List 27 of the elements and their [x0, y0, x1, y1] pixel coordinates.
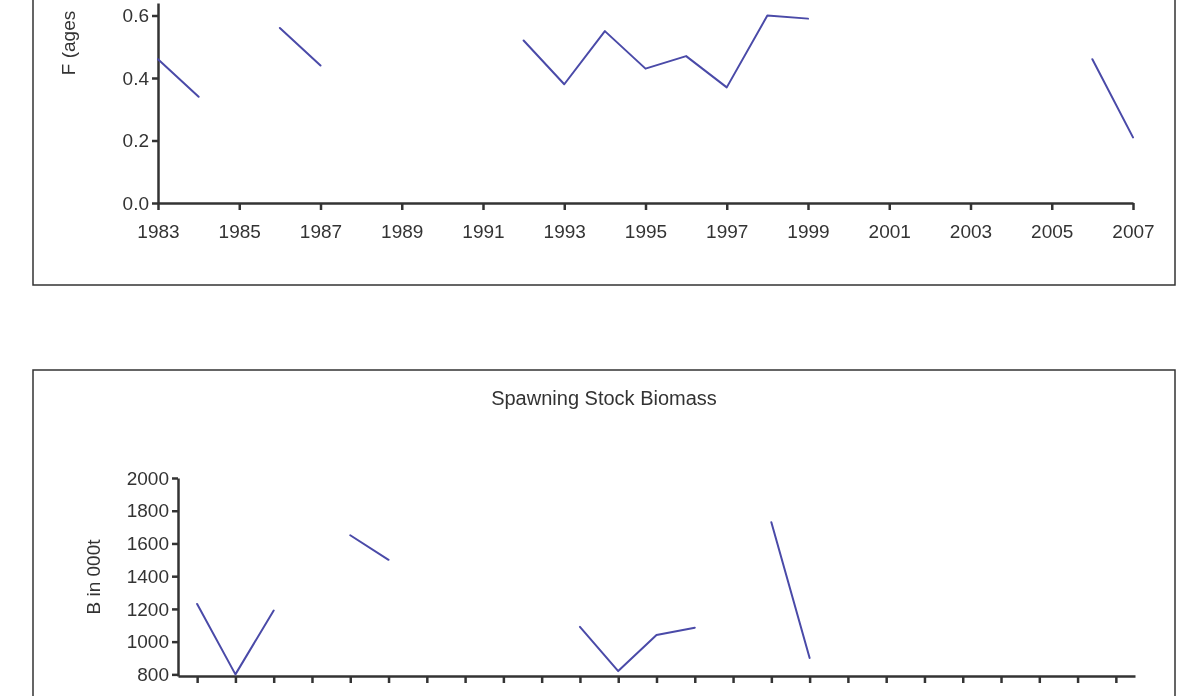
y-tick-label: 1800 — [126, 500, 169, 522]
x-tick-label: 1999 — [787, 220, 830, 242]
x-tick-label: 1995 — [624, 220, 668, 242]
x-tick-label: 2007 — [1112, 220, 1155, 242]
y-tick-label: 1200 — [126, 598, 169, 620]
y-tick-label: 1000 — [126, 631, 169, 653]
x-tick-label: 1991 — [462, 220, 505, 242]
y-tick-label: 0.2 — [122, 130, 149, 152]
x-tick-label: 2003 — [949, 220, 993, 242]
x-tick-label: 1985 — [218, 220, 261, 242]
x-tick-label: 2005 — [1031, 220, 1074, 242]
y-tick-label: 0.4 — [122, 67, 150, 89]
chart-title: Spawning Stock Biomass — [491, 387, 717, 409]
y-tick-label: 2000 — [126, 467, 169, 489]
x-tick-label: 2001 — [868, 220, 911, 242]
x-tick-label: 1983 — [137, 220, 180, 242]
y-tick-label: 800 — [137, 663, 169, 685]
x-tick-label: 1993 — [543, 220, 586, 242]
y-axis-title: F (ages — [58, 10, 79, 76]
y-tick-label: 1400 — [126, 565, 169, 587]
x-tick-label: 1987 — [299, 220, 343, 242]
y-tick-label: 1600 — [126, 533, 169, 555]
x-tick-label: 1989 — [381, 220, 424, 242]
y-tick-label: 0.0 — [122, 192, 149, 214]
x-tick-label: 1997 — [706, 220, 749, 242]
y-axis-title: B in 000t — [83, 538, 104, 615]
y-tick-label: 0.6 — [122, 5, 149, 27]
